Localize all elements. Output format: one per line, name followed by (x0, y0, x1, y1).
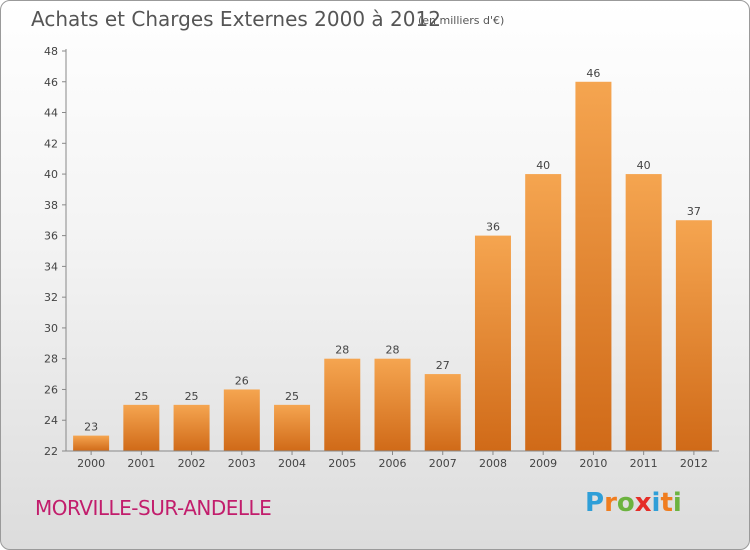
x-tick-label: 2006 (379, 457, 407, 470)
y-tick-label: 46 (44, 76, 58, 89)
commune-name: MORVILLE-SUR-ANDELLE (35, 496, 272, 520)
y-tick-label: 34 (44, 260, 58, 273)
y-tick-label: 42 (44, 137, 58, 150)
logo-letter: o (616, 488, 635, 518)
bar-value-label: 25 (185, 390, 199, 403)
y-tick-label: 24 (44, 414, 58, 427)
bar (374, 358, 411, 451)
bar-value-label: 23 (84, 421, 98, 434)
bar-value-label: 26 (235, 374, 249, 387)
bar (73, 435, 110, 451)
bar-value-label: 25 (134, 390, 148, 403)
bar (424, 374, 461, 451)
bar (173, 404, 210, 451)
chart-title: Achats et Charges Externes 2000 à 2012 (31, 7, 441, 31)
x-tick-label: 2011 (630, 457, 658, 470)
x-tick-label: 2010 (579, 457, 607, 470)
y-tick-label: 26 (44, 383, 58, 396)
y-tick-label: 36 (44, 230, 58, 243)
y-tick-label: 22 (44, 445, 58, 458)
x-tick-label: 2004 (278, 457, 306, 470)
bar-value-label: 40 (637, 159, 651, 172)
x-tick-label: 2008 (479, 457, 507, 470)
logo-letter: r (604, 488, 617, 518)
x-tick-label: 2001 (127, 457, 155, 470)
y-tick-label: 44 (44, 107, 58, 120)
x-tick-label: 2003 (228, 457, 256, 470)
bar-value-label: 28 (386, 344, 400, 357)
y-tick-label: 28 (44, 353, 58, 366)
x-tick-label: 2012 (680, 457, 708, 470)
bar (274, 404, 311, 451)
bar (525, 174, 562, 452)
y-tick-label: 38 (44, 199, 58, 212)
x-tick-label: 2002 (178, 457, 206, 470)
bar-value-label: 37 (687, 205, 701, 218)
logo-letter: i (672, 488, 682, 518)
bar (575, 81, 612, 452)
proxiti-logo: Proxiti (585, 488, 682, 518)
bar-value-label: 27 (436, 359, 450, 372)
bar-value-label: 28 (335, 344, 349, 357)
y-tick-label: 48 (44, 45, 58, 58)
bar (474, 235, 511, 451)
logo-letter: P (585, 488, 605, 518)
logo-letter: i (651, 488, 661, 518)
x-tick-label: 2000 (77, 457, 105, 470)
logo-letter: x (634, 488, 652, 518)
bar (324, 358, 361, 451)
bar (223, 389, 260, 451)
y-tick-label: 40 (44, 168, 58, 181)
chart-unit-note: (en milliers d'€) (418, 14, 505, 27)
bar (625, 174, 662, 452)
bar-value-label: 36 (486, 221, 500, 234)
y-tick-label: 30 (44, 322, 58, 335)
bar-value-label: 40 (536, 159, 550, 172)
y-tick-label: 32 (44, 291, 58, 304)
x-tick-label: 2005 (328, 457, 356, 470)
x-tick-label: 2007 (429, 457, 457, 470)
bar (123, 404, 160, 451)
x-tick-label: 2009 (529, 457, 557, 470)
bar-value-label: 25 (285, 390, 299, 403)
bar (675, 220, 712, 451)
bar-value-label: 46 (586, 67, 600, 80)
logo-letter: t (660, 488, 673, 518)
